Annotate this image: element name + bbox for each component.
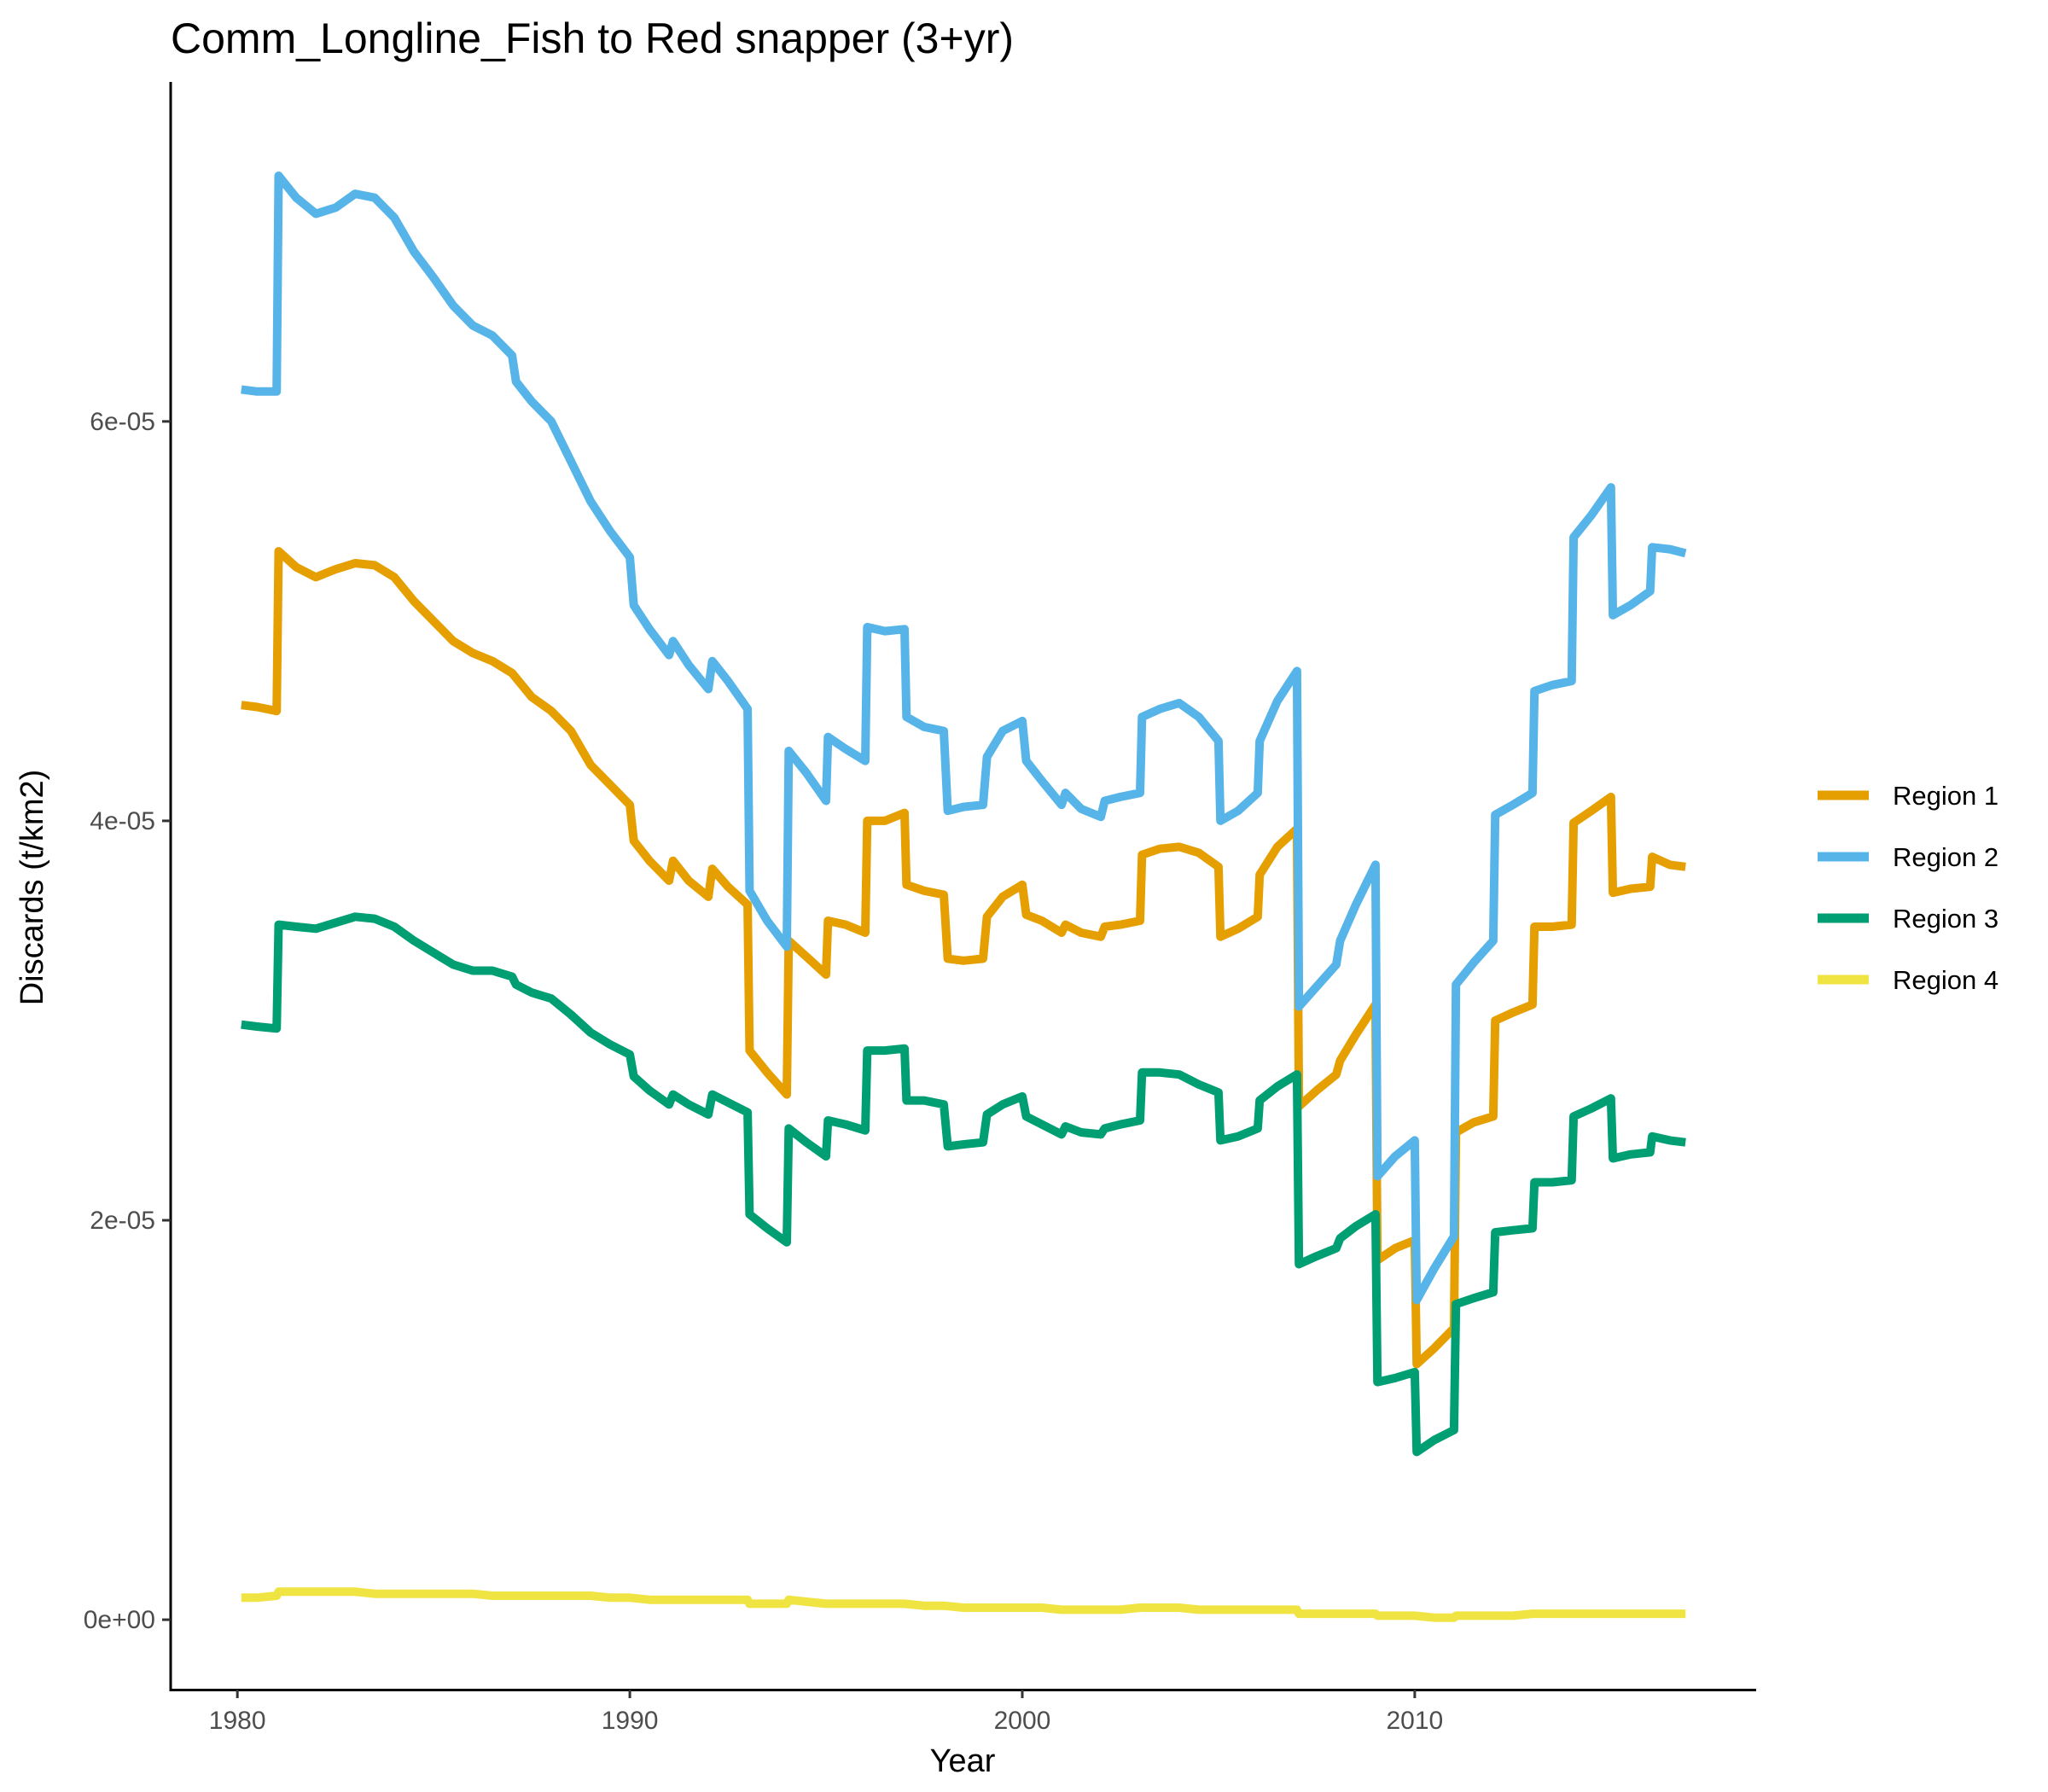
x-axis: 1980 1990 2000 2010 [209,1690,1443,1735]
x-tick-label: 1990 [602,1707,659,1735]
series-layer [241,172,1687,1622]
legend-label-region-1: Region 1 [1893,781,1999,811]
legend-label-region-3: Region 3 [1893,904,1999,934]
y-tick-label: 2e-05 [90,1207,155,1235]
y-tick-label: 0e+00 [84,1606,155,1634]
legend-label-region-4: Region 4 [1893,965,1999,995]
chart-title: Comm_Longline_Fish to Red snapper (3+yr) [171,15,1014,62]
y-axis-title: Discards (t/km2) [15,770,50,1006]
legend: Region 1 Region 2 Region 3 Region 4 [1818,781,1999,995]
y-tick-label: 4e-05 [90,807,155,835]
series-line-region-2 [241,172,1687,1305]
series-line-region-1 [241,547,1686,1369]
x-tick-label: 2000 [994,1707,1051,1735]
legend-label-region-2: Region 2 [1893,842,1999,872]
y-tick-label: 6e-05 [90,408,155,436]
x-axis-title: Year [930,1743,996,1779]
x-tick-label: 1980 [209,1707,266,1735]
y-axis: 0e+00 2e-05 4e-05 6e-05 [84,408,171,1634]
series-line-region-4 [241,1587,1686,1622]
series-line-region-3 [241,912,1686,1457]
x-tick-label: 2010 [1387,1707,1444,1735]
